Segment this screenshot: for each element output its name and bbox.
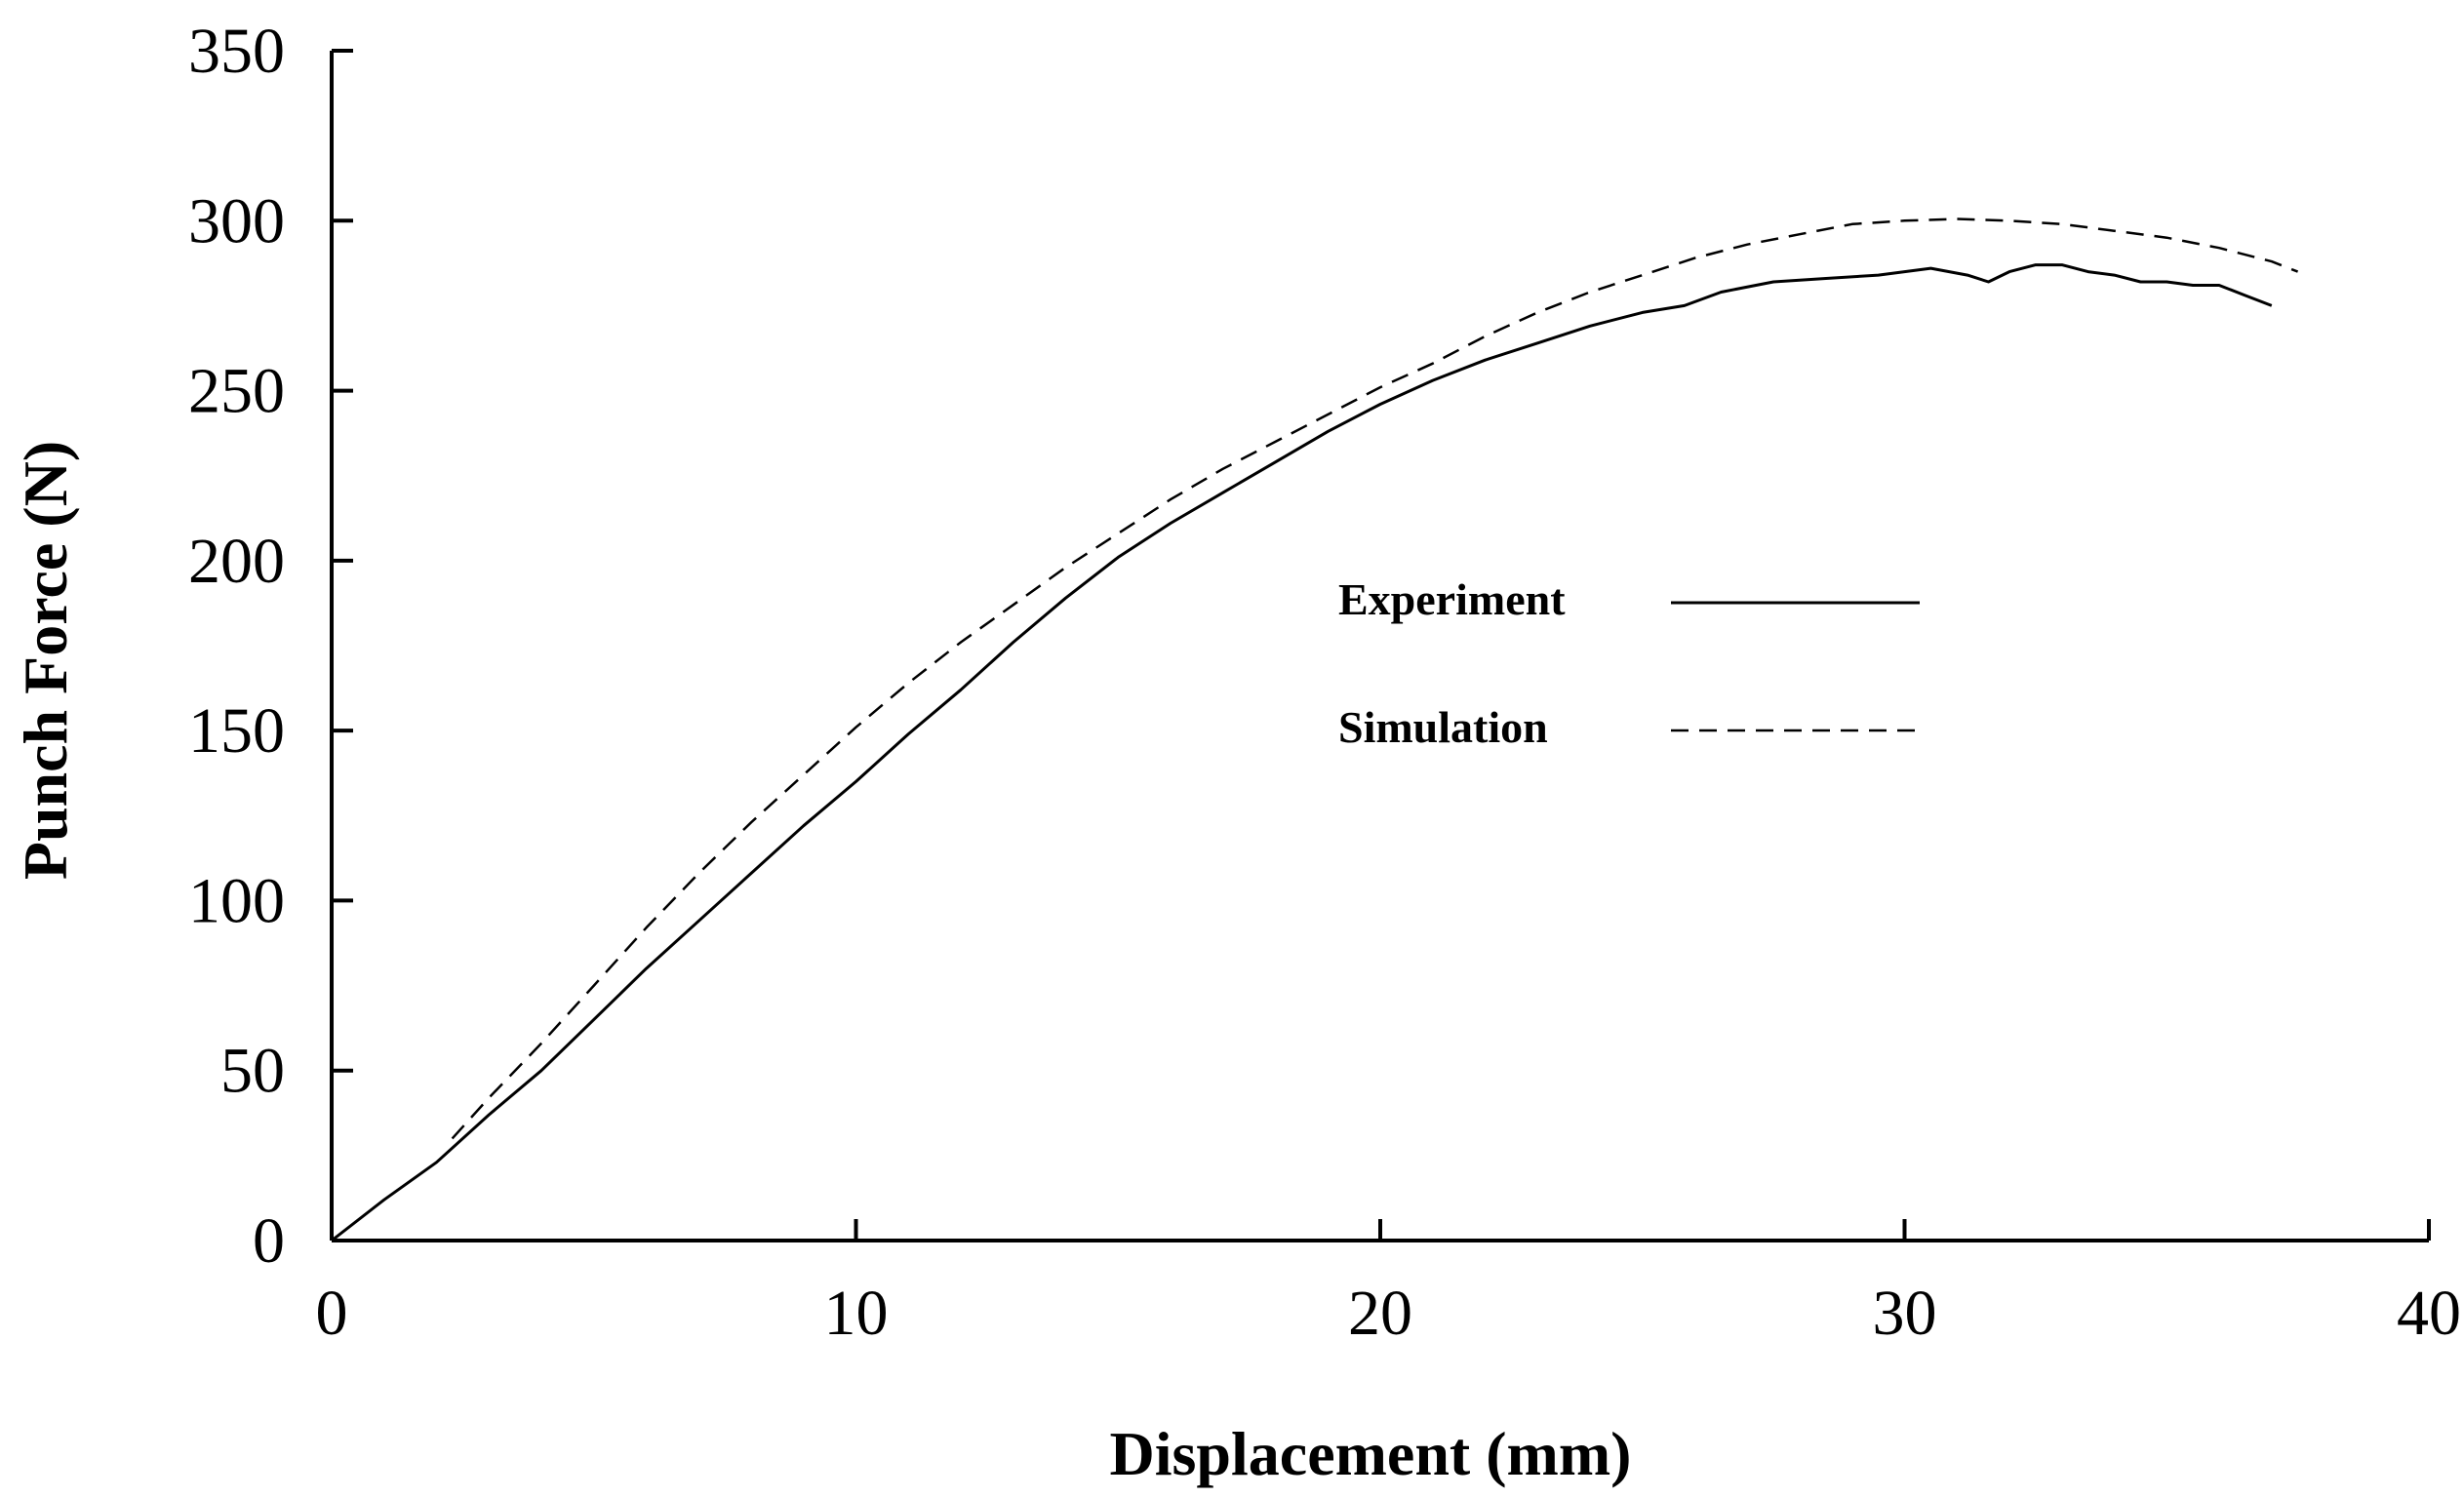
x-axis-title: Displacement (mm) [1110, 1419, 1632, 1488]
x-tick-label: 0 [316, 1278, 348, 1349]
series-line-simulation [451, 217, 2299, 1140]
y-tick-label: 150 [188, 695, 285, 767]
legend-label-simulation: Simulation [1338, 702, 1548, 752]
y-tick-label: 300 [188, 185, 285, 256]
legend: Experiment Simulation [1338, 574, 1924, 752]
legend-label-experiment: Experiment [1338, 574, 1566, 624]
x-tick-label: 30 [1873, 1278, 1937, 1349]
x-tick-label: 20 [1348, 1278, 1412, 1349]
x-tick-label: 10 [824, 1278, 889, 1349]
y-tick-label: 200 [188, 526, 285, 597]
series-layer [331, 217, 2299, 1242]
y-tick-label: 0 [253, 1205, 285, 1277]
y-tick-label: 250 [188, 356, 285, 427]
y-tick-label: 100 [188, 865, 285, 936]
legend-item-simulation: Simulation [1338, 702, 1924, 752]
legend-item-experiment: Experiment [1338, 574, 1920, 624]
x-ticks: 0 10 20 30 40 [316, 1219, 2461, 1349]
x-tick-label: 40 [2397, 1278, 2461, 1349]
y-tick-label: 350 [188, 16, 285, 87]
y-tick-label: 50 [220, 1036, 285, 1107]
y-axis-title: Punch Force (N) [11, 441, 80, 880]
y-ticks: 0 50 100 150 200 250 300 350 [188, 16, 353, 1277]
series-line-experiment [331, 263, 2273, 1242]
